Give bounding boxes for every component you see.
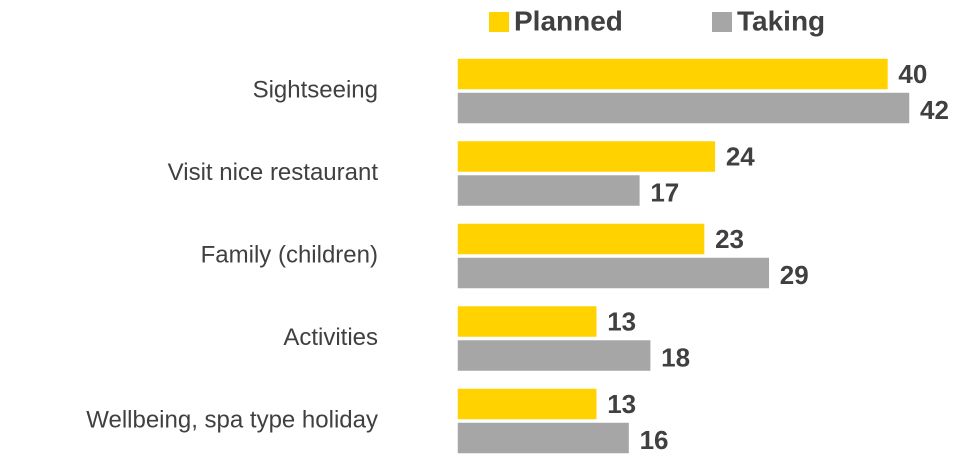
legend-swatch	[712, 12, 732, 32]
value-label: 29	[780, 260, 809, 290]
value-label: 40	[898, 59, 927, 89]
bar	[457, 223, 705, 255]
chart: Planned Taking Sightseeing 40 42 Visit nice r…	[0, 0, 979, 456]
legend-label: Planned	[514, 5, 623, 36]
bar	[457, 175, 640, 207]
bar	[457, 257, 770, 289]
legend-label: Taking	[737, 5, 825, 36]
bar	[457, 340, 651, 372]
bar	[457, 422, 630, 454]
value-label: 18	[661, 342, 690, 372]
category-label: Family (children)	[201, 241, 378, 268]
value-label: 24	[726, 141, 755, 171]
category-label: Activities	[283, 324, 378, 351]
category-label: Sightseeing	[253, 76, 378, 103]
bar	[457, 92, 910, 124]
value-label: 13	[607, 389, 636, 419]
value-label: 42	[920, 95, 949, 125]
bar	[457, 306, 597, 338]
value-label: 13	[607, 306, 636, 336]
category-label: Visit nice restaurant	[168, 159, 379, 186]
value-label: 16	[640, 425, 669, 455]
bar	[457, 388, 597, 420]
legend-swatch	[489, 12, 509, 32]
bar	[457, 141, 716, 173]
category-label: Wellbeing, spa type holiday	[86, 406, 378, 433]
bar	[457, 58, 888, 90]
value-label: 17	[650, 177, 679, 207]
value-label: 23	[715, 224, 744, 254]
